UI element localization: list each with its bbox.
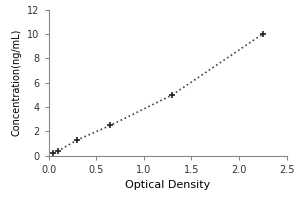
X-axis label: Optical Density: Optical Density xyxy=(125,180,210,190)
Y-axis label: Concentration(ng/mL): Concentration(ng/mL) xyxy=(12,29,22,136)
